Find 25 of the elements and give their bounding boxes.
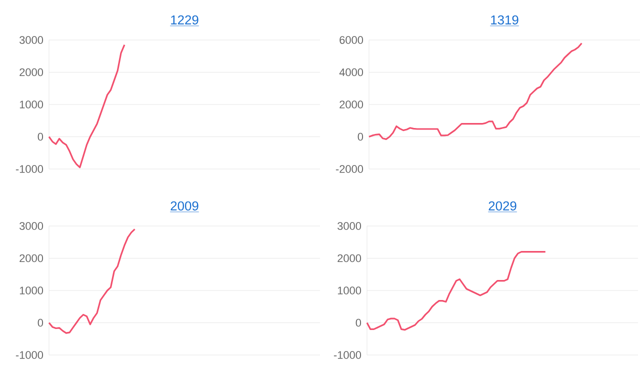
chart-title: 2029 xyxy=(488,201,516,211)
y-tick-label: 1000 xyxy=(20,100,44,108)
chart-title: 2009 xyxy=(170,201,198,211)
y-tick-label: 0 xyxy=(38,318,44,327)
y-tick-label: 1000 xyxy=(20,286,44,294)
y-tick-label: -2000 xyxy=(336,165,364,173)
y-tick-label: -1000 xyxy=(16,351,44,359)
line-series xyxy=(48,228,136,334)
y-tick-label: 2000 xyxy=(20,68,44,76)
y-tick-label: 6000 xyxy=(340,36,364,44)
y-tick-label: 2000 xyxy=(338,254,362,262)
y-tick-label: 1000 xyxy=(338,286,362,294)
y-tick-label: 3000 xyxy=(20,36,44,44)
y-tick-label: -1000 xyxy=(334,351,362,359)
y-tick-label: 0 xyxy=(38,132,44,141)
y-tick-label: 4000 xyxy=(339,68,364,76)
chart-title: 1229 xyxy=(171,15,198,25)
y-tick-label: -1000 xyxy=(16,165,44,173)
y-tick-label: 0 xyxy=(358,132,364,141)
y-tick-label: 2000 xyxy=(20,254,44,262)
y-tick-label: 3000 xyxy=(338,222,362,230)
y-tick-label: 0 xyxy=(356,318,362,327)
y-tick-label: 3000 xyxy=(20,222,44,230)
y-tick-label: 2000 xyxy=(340,100,364,108)
chart-title: 1319 xyxy=(491,15,518,25)
